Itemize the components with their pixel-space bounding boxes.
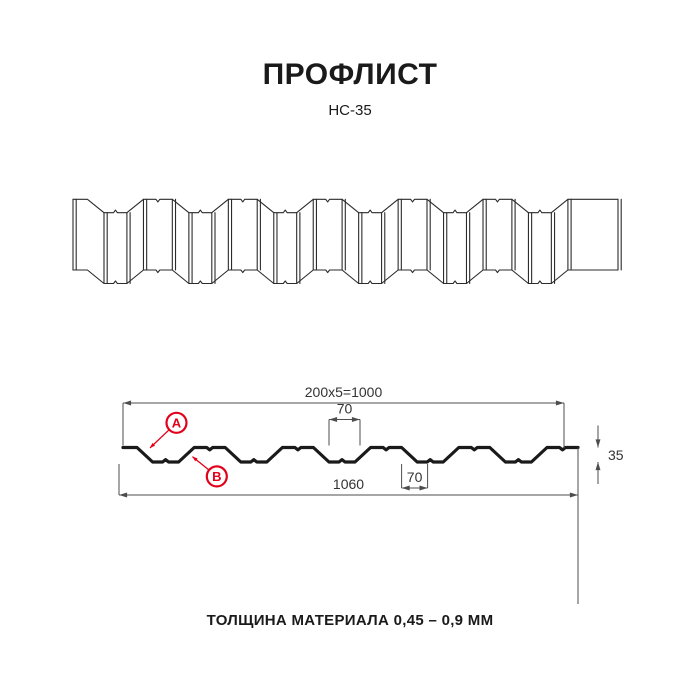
svg-text:B: B	[212, 469, 221, 484]
svg-text:A: A	[172, 415, 182, 430]
